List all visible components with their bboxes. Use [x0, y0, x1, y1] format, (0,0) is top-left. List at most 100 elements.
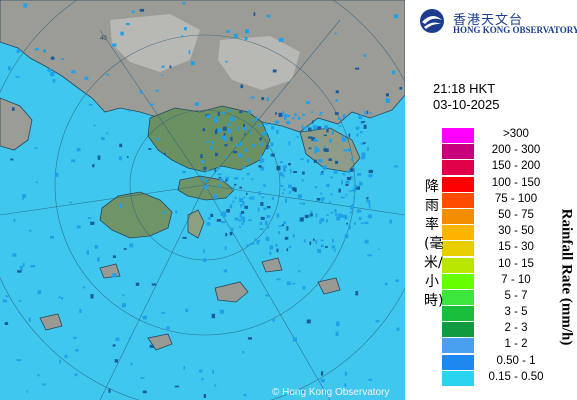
rain-cell: [112, 255, 116, 258]
rain-cell: [218, 176, 222, 179]
rain-cell: [320, 111, 323, 114]
rain-cell: [247, 337, 252, 340]
rain-cell: [92, 164, 95, 168]
island: [317, 277, 341, 295]
rain-cell: [239, 186, 242, 189]
rain-cell: [224, 144, 228, 147]
rain-cell: [294, 113, 297, 116]
org-name-en: HONG KONG OBSERVATORY: [453, 25, 577, 35]
legend-swatch: [442, 144, 474, 160]
rain-cell: [218, 184, 221, 188]
rain-cell: [59, 359, 61, 364]
rain-cell: [35, 48, 39, 51]
legend-item: 3 - 5: [442, 305, 554, 322]
rain-cell: [321, 171, 324, 173]
rain-cell: [155, 89, 159, 92]
rain-cell: [325, 246, 328, 248]
rain-cell: [269, 245, 274, 250]
rain-cell: [367, 147, 369, 151]
rain-cell: [293, 171, 297, 173]
rain-cell: [69, 201, 72, 204]
rain-cell: [230, 136, 233, 142]
rain-cell: [26, 390, 28, 393]
rain-cell: [224, 246, 227, 251]
rain-cell: [271, 123, 273, 126]
rain-cell: [319, 113, 321, 116]
rain-cell: [162, 211, 167, 214]
rain-cell: [128, 110, 132, 112]
rain-cell: [311, 137, 316, 141]
rain-cell: [185, 308, 189, 312]
rain-cell: [331, 130, 334, 135]
legend-swatch: [442, 160, 474, 176]
timestamp-time: 21:18 HKT: [433, 81, 496, 96]
rain-cell: [385, 98, 390, 103]
timestamp-date: 03-10-2025: [433, 97, 500, 112]
rain-cell: [213, 194, 218, 199]
rain-cell: [313, 139, 318, 142]
rain-cell: [242, 351, 245, 354]
rain-cell: [259, 137, 262, 141]
rain-cell: [278, 231, 281, 235]
rain-cell: [344, 383, 347, 388]
rain-cell: [114, 359, 118, 363]
rain-cell: [86, 250, 89, 255]
rain-cell: [344, 215, 348, 220]
legend-item: >300: [442, 127, 554, 143]
rain-cell: [314, 146, 318, 149]
rain-cell: [359, 181, 363, 186]
rain-cell: [288, 141, 291, 146]
rain-cell: [348, 133, 351, 138]
rain-cell: [264, 130, 267, 134]
rain-cell: [369, 112, 372, 115]
rain-cell: [266, 215, 271, 219]
rain-cell: [225, 156, 227, 159]
urban-area: [218, 36, 300, 90]
rain-cell: [232, 200, 235, 203]
rain-cell: [28, 317, 31, 322]
rain-cell: [330, 193, 333, 196]
rain-cell: [286, 281, 291, 286]
rain-cell: [331, 245, 336, 249]
rain-cell: [206, 115, 211, 119]
rain-cell: [13, 218, 16, 223]
rain-cell: [363, 124, 367, 129]
rain-cell: [220, 211, 225, 216]
rain-cell: [123, 248, 127, 250]
rain-cell: [292, 282, 296, 285]
island: [39, 313, 63, 331]
rain-cell: [262, 132, 267, 136]
rain-cell: [344, 371, 347, 376]
rain-cell: [312, 120, 314, 124]
rain-cell: [202, 128, 205, 132]
rain-cell: [225, 194, 229, 197]
legend-label: 2 - 3: [504, 322, 528, 335]
legend-swatch: [442, 338, 474, 354]
rain-cell: [252, 196, 255, 200]
rain-cell: [224, 139, 228, 142]
rain-cell: [217, 173, 222, 176]
rain-cell: [93, 124, 96, 127]
rain-cell: [361, 156, 365, 160]
rain-cell: [199, 369, 203, 373]
rain-cell: [308, 214, 311, 218]
rain-cell: [108, 388, 111, 393]
rain-cell: [266, 206, 271, 209]
rain-cell: [282, 165, 287, 168]
rain-cell: [50, 72, 55, 77]
lamma-island: [187, 209, 205, 239]
rain-cell: [246, 172, 250, 176]
rain-cell: [306, 319, 311, 324]
rain-cell: [279, 172, 283, 177]
rain-cell: [263, 207, 267, 210]
rain-cell: [115, 337, 120, 342]
rain-cell: [286, 248, 289, 252]
rain-cell: [292, 187, 297, 192]
rain-cell: [278, 112, 283, 117]
rain-cell: [315, 240, 318, 244]
rain-cell: [265, 221, 268, 226]
rain-cell: [221, 112, 225, 114]
rain-cell: [291, 117, 295, 120]
rain-cell: [255, 116, 258, 121]
rain-cell: [320, 244, 324, 248]
